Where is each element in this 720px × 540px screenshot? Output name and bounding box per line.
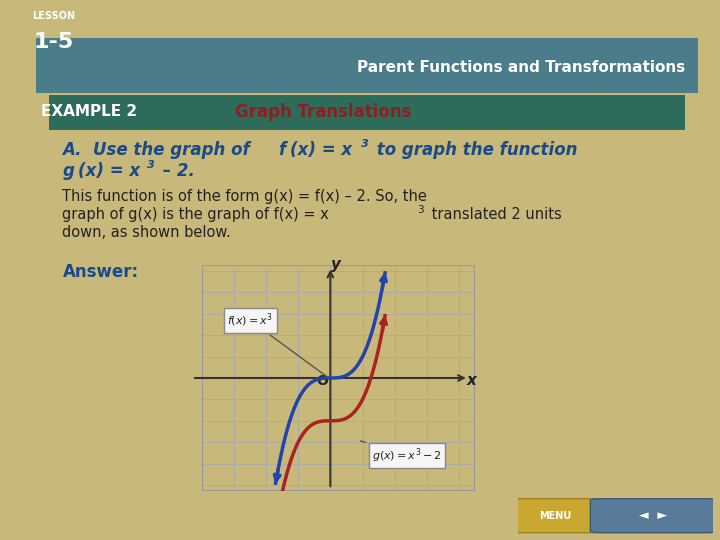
Text: (x) = x: (x) = x	[289, 141, 352, 159]
Text: x: x	[467, 374, 477, 388]
Text: ◄  ►: ◄ ►	[639, 509, 667, 522]
Text: – 2.: – 2.	[157, 162, 195, 180]
Text: f: f	[278, 141, 285, 159]
Text: 3: 3	[361, 139, 369, 149]
FancyBboxPatch shape	[36, 38, 698, 93]
Text: MENU: MENU	[539, 511, 572, 521]
Text: Answer:: Answer:	[63, 263, 139, 281]
Text: $f(x) = x^3$: $f(x) = x^3$	[228, 312, 326, 376]
Text: 3: 3	[148, 160, 155, 170]
Text: EXAMPLE 2: EXAMPLE 2	[41, 104, 137, 119]
Text: g: g	[63, 162, 74, 180]
Text: A.  Use the graph of: A. Use the graph of	[63, 141, 256, 159]
Text: Parent Functions and Transformations: Parent Functions and Transformations	[357, 60, 685, 75]
Text: This function is of the form g(x) = f(x) – 2. So, the: This function is of the form g(x) = f(x)…	[63, 188, 428, 204]
Text: 1-5: 1-5	[34, 32, 74, 52]
Text: 3: 3	[417, 205, 423, 215]
Text: $g(x) = x^3-2$: $g(x) = x^3-2$	[361, 441, 442, 465]
FancyBboxPatch shape	[590, 499, 716, 532]
Text: to graph the function: to graph the function	[371, 141, 577, 159]
FancyBboxPatch shape	[508, 499, 602, 532]
Text: translated 2 units: translated 2 units	[427, 207, 562, 222]
Text: LESSON: LESSON	[32, 11, 76, 21]
Text: graph of g(x) is the graph of f(x) = x: graph of g(x) is the graph of f(x) = x	[63, 207, 329, 222]
Text: Graph Translations: Graph Translations	[235, 103, 411, 121]
Text: y: y	[331, 257, 341, 272]
Text: (x) = x: (x) = x	[78, 162, 140, 180]
Text: down, as shown below.: down, as shown below.	[63, 225, 231, 240]
Text: O: O	[316, 374, 328, 388]
FancyBboxPatch shape	[49, 95, 685, 130]
